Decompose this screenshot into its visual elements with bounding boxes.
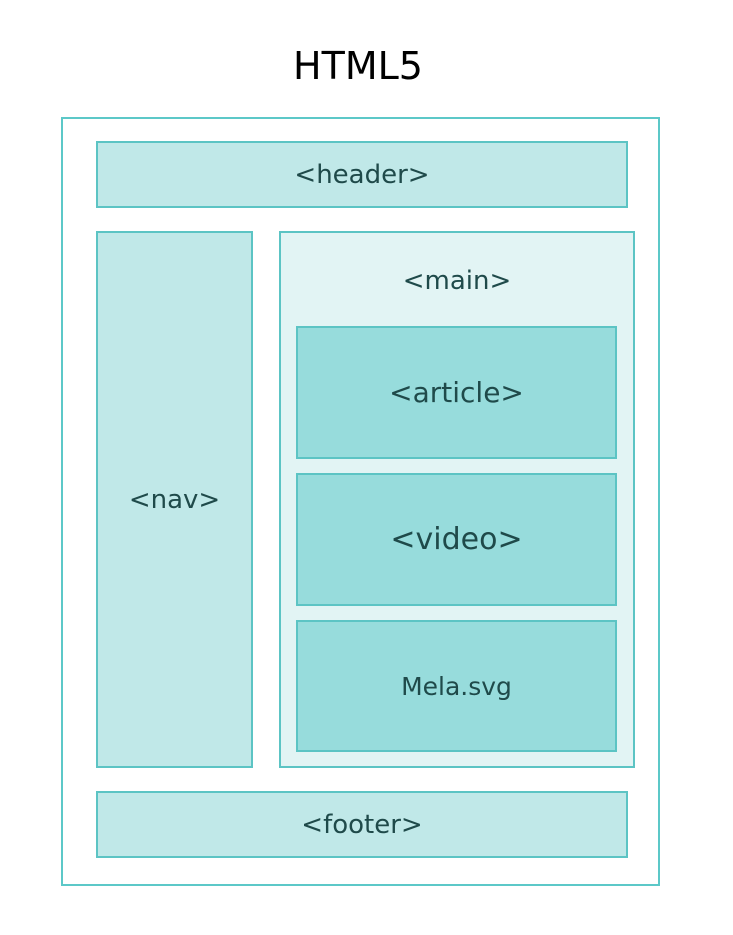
- header-box: <header>: [96, 141, 628, 208]
- footer-label: <footer>: [301, 809, 423, 840]
- image-label: Mela.svg: [401, 671, 512, 701]
- nav-box: <nav>: [96, 231, 253, 768]
- article-box: <article>: [296, 326, 617, 459]
- diagram-title: HTML5: [293, 44, 423, 88]
- nav-label: <nav>: [128, 484, 221, 515]
- header-label: <header>: [294, 159, 430, 190]
- footer-box: <footer>: [96, 791, 628, 858]
- image-box: Mela.svg: [296, 620, 617, 752]
- video-box: <video>: [296, 473, 617, 606]
- video-label: <video>: [390, 522, 523, 557]
- main-label: <main>: [402, 266, 512, 296]
- article-label: <article>: [389, 376, 524, 409]
